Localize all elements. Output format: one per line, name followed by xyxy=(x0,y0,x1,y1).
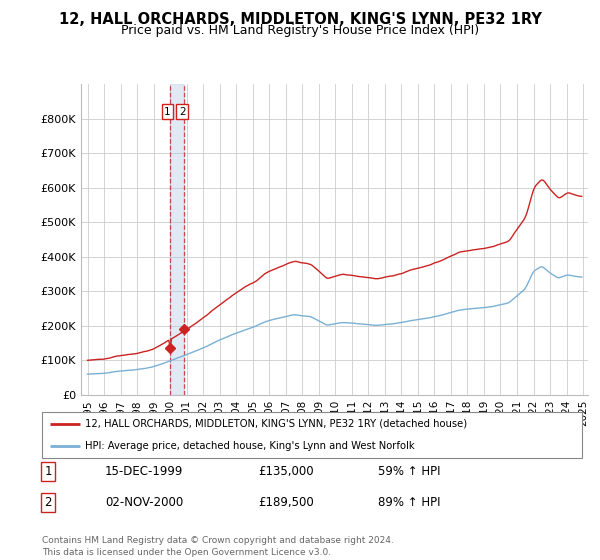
Text: 12, HALL ORCHARDS, MIDDLETON, KING'S LYNN, PE32 1RY (detached house): 12, HALL ORCHARDS, MIDDLETON, KING'S LYN… xyxy=(85,418,467,428)
Text: 12, HALL ORCHARDS, MIDDLETON, KING'S LYNN, PE32 1RY: 12, HALL ORCHARDS, MIDDLETON, KING'S LYN… xyxy=(59,12,541,27)
Text: £189,500: £189,500 xyxy=(258,496,314,509)
Text: 1: 1 xyxy=(164,106,171,116)
Text: HPI: Average price, detached house, King's Lynn and West Norfolk: HPI: Average price, detached house, King… xyxy=(85,441,415,451)
Text: 89% ↑ HPI: 89% ↑ HPI xyxy=(378,496,440,509)
Text: £135,000: £135,000 xyxy=(258,465,314,478)
Text: 1: 1 xyxy=(44,465,52,478)
Text: Contains HM Land Registry data © Crown copyright and database right 2024.
This d: Contains HM Land Registry data © Crown c… xyxy=(42,536,394,557)
Text: 2: 2 xyxy=(179,106,185,116)
Text: 15-DEC-1999: 15-DEC-1999 xyxy=(105,465,184,478)
Bar xyxy=(170,84,184,395)
Text: Price paid vs. HM Land Registry's House Price Index (HPI): Price paid vs. HM Land Registry's House … xyxy=(121,24,479,37)
Text: 2: 2 xyxy=(44,496,52,509)
FancyBboxPatch shape xyxy=(42,412,582,458)
Text: 02-NOV-2000: 02-NOV-2000 xyxy=(105,496,183,509)
Text: 59% ↑ HPI: 59% ↑ HPI xyxy=(378,465,440,478)
